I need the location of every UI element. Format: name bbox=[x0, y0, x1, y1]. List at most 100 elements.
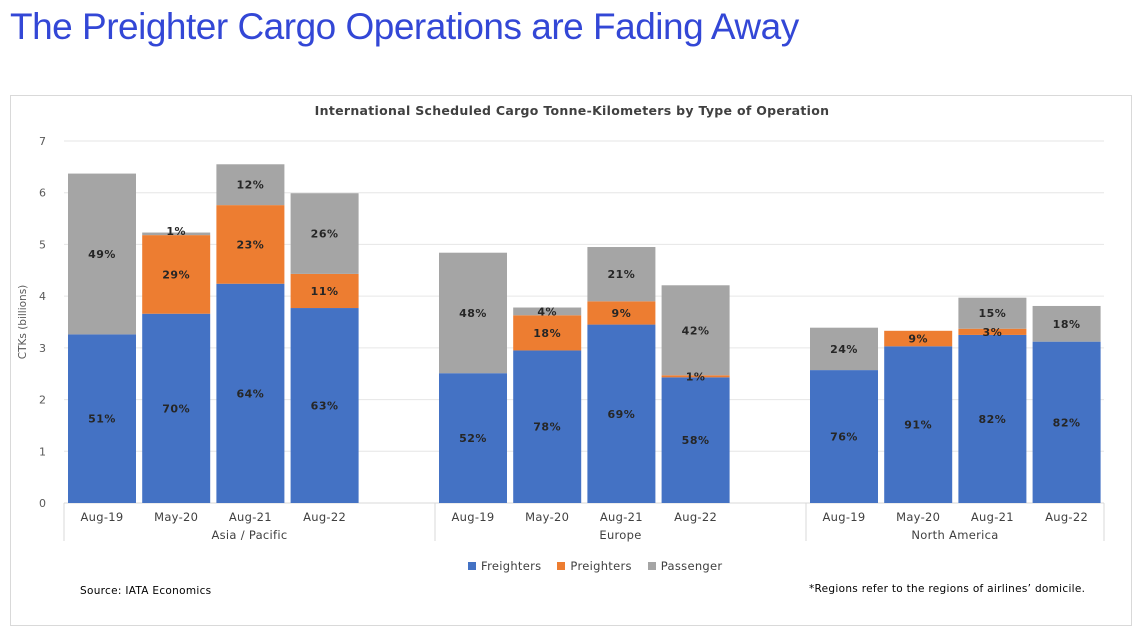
data-label: 9% bbox=[908, 333, 928, 346]
x-tick-label: Aug-21 bbox=[971, 510, 1014, 524]
x-tick-label: Aug-22 bbox=[674, 510, 717, 524]
bar-segment-passenger bbox=[661, 285, 730, 376]
data-label: 18% bbox=[1053, 318, 1081, 331]
bar-segment-preighters bbox=[884, 330, 953, 347]
data-label: 48% bbox=[459, 307, 487, 320]
data-label: 78% bbox=[533, 421, 561, 434]
bar-segment-preighters bbox=[513, 315, 582, 351]
x-tick-label: Aug-22 bbox=[1045, 510, 1088, 524]
legend-label-freighters: Freighters bbox=[481, 559, 542, 573]
data-label: 9% bbox=[612, 307, 632, 320]
bar-segment-freighters bbox=[1032, 341, 1101, 503]
y-tick-label: 6 bbox=[39, 187, 46, 200]
x-tick-label: May-20 bbox=[154, 510, 198, 524]
bar-segment-passenger bbox=[587, 247, 656, 302]
data-label: 4% bbox=[537, 305, 557, 318]
data-label: 63% bbox=[311, 400, 339, 413]
data-label: 49% bbox=[88, 248, 116, 261]
legend-item-passenger: Passenger bbox=[647, 559, 723, 573]
data-label: 24% bbox=[830, 343, 858, 356]
bar-segment-freighters bbox=[142, 313, 211, 503]
data-label: 69% bbox=[607, 408, 635, 421]
y-tick-label: 1 bbox=[39, 445, 46, 458]
bar-segment-freighters bbox=[290, 308, 359, 503]
chart-legend: Freighters Preighters Passenger bbox=[468, 559, 722, 573]
bar-segment-passenger bbox=[958, 297, 1027, 329]
y-tick-label: 5 bbox=[39, 238, 46, 251]
bar-segment-freighters bbox=[661, 377, 730, 503]
bar-segment-freighters bbox=[439, 373, 507, 503]
data-label: 1% bbox=[166, 225, 186, 238]
data-label: 26% bbox=[311, 228, 339, 241]
data-label: 42% bbox=[682, 324, 710, 337]
y-tick-label: 7 bbox=[39, 135, 46, 148]
bar-segment-passenger bbox=[290, 193, 359, 274]
data-label: 29% bbox=[162, 268, 190, 281]
source-note: Source: IATA Economics bbox=[80, 585, 212, 597]
bar-segment-freighters bbox=[884, 346, 953, 503]
group-label: Europe bbox=[599, 528, 641, 542]
data-label: 70% bbox=[162, 402, 190, 415]
bar-segment-preighters bbox=[587, 301, 656, 325]
y-axis-label: CTKs (billions) bbox=[17, 285, 29, 360]
bar-segment-freighters bbox=[810, 370, 878, 503]
data-label: 21% bbox=[607, 268, 635, 281]
data-label: 64% bbox=[236, 387, 264, 400]
bar-segment-freighters bbox=[587, 324, 656, 503]
x-tick-label: Aug-22 bbox=[303, 510, 346, 524]
data-label: 18% bbox=[533, 327, 561, 340]
legend-swatch-preighters bbox=[557, 562, 566, 570]
footnote: *Regions refer to the regions of airline… bbox=[809, 583, 1086, 595]
y-tick-label: 3 bbox=[39, 342, 46, 355]
data-label: 23% bbox=[236, 238, 264, 251]
x-tick-label: Aug-19 bbox=[80, 510, 123, 524]
legend-item-preighters: Preighters bbox=[557, 559, 631, 573]
data-label: 3% bbox=[983, 326, 1003, 339]
slide-title: The Preighter Cargo Operations are Fadin… bbox=[10, 6, 799, 47]
data-label: 51% bbox=[88, 413, 116, 426]
y-tick-label: 0 bbox=[39, 497, 46, 510]
bar-segment-preighters bbox=[661, 375, 730, 378]
bar-segment-passenger bbox=[68, 173, 136, 335]
group-label: Asia / Pacific bbox=[211, 528, 287, 542]
data-label: 12% bbox=[236, 179, 264, 192]
bar-segment-passenger bbox=[439, 252, 507, 374]
data-label: 58% bbox=[682, 434, 710, 447]
bar-segment-freighters bbox=[68, 334, 136, 503]
bar-segment-freighters bbox=[216, 283, 285, 503]
bar-segment-preighters bbox=[290, 273, 359, 309]
legend-label-preighters: Preighters bbox=[570, 559, 632, 573]
bar-segment-preighters bbox=[142, 235, 211, 314]
data-label: 15% bbox=[978, 307, 1006, 320]
x-tick-label: Aug-21 bbox=[229, 510, 272, 524]
y-tick-label: 2 bbox=[39, 394, 46, 407]
data-label: 52% bbox=[459, 432, 487, 445]
legend-label-passenger: Passenger bbox=[660, 559, 723, 573]
data-label: 82% bbox=[1053, 416, 1081, 429]
data-label: 76% bbox=[830, 431, 858, 444]
legend-swatch-passenger bbox=[647, 562, 656, 570]
data-label: 1% bbox=[686, 370, 706, 383]
x-tick-label: May-20 bbox=[896, 510, 940, 524]
x-tick-label: Aug-19 bbox=[451, 510, 494, 524]
bar-segment-passenger bbox=[810, 327, 878, 371]
x-tick-label: Aug-19 bbox=[822, 510, 865, 524]
data-label: 82% bbox=[978, 413, 1006, 426]
legend-swatch-freighters bbox=[468, 562, 476, 570]
bar-segment-preighters bbox=[216, 205, 285, 284]
bar-segment-passenger bbox=[142, 232, 211, 236]
chart-title: International Scheduled Cargo Tonne-Kilo… bbox=[314, 103, 830, 118]
x-tick-label: Aug-21 bbox=[600, 510, 643, 524]
data-label: 91% bbox=[904, 419, 932, 432]
bar-segment-passenger bbox=[1032, 305, 1101, 342]
bar-segment-preighters bbox=[958, 328, 1027, 335]
legend-item-freighters: Freighters bbox=[468, 559, 541, 573]
y-tick-label: 4 bbox=[39, 290, 46, 303]
group-label: North America bbox=[911, 528, 998, 542]
bar-segment-passenger bbox=[216, 164, 285, 206]
x-tick-label: May-20 bbox=[525, 510, 569, 524]
data-label: 11% bbox=[311, 285, 339, 298]
bar-segment-freighters bbox=[513, 350, 582, 503]
bar-segment-freighters bbox=[958, 334, 1027, 503]
